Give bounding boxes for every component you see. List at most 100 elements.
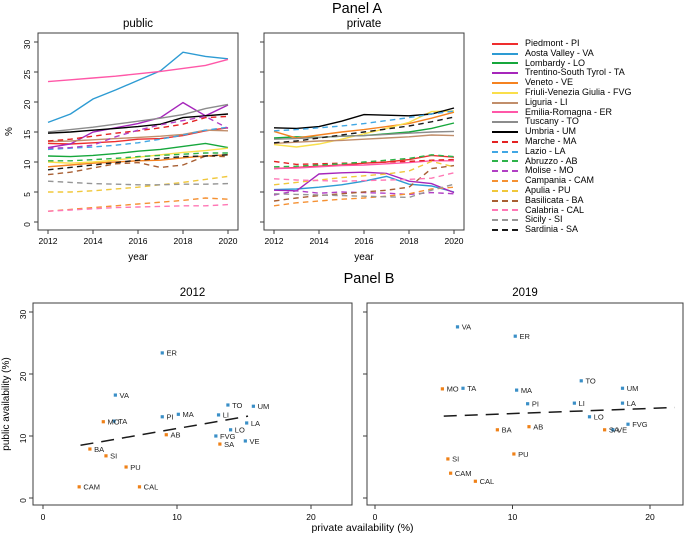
line-series-UM	[273, 107, 455, 130]
legend-label: Marche - MA	[525, 135, 577, 146]
point-label-SA: SA	[609, 426, 619, 435]
line-series-ER	[47, 58, 229, 83]
svg-text:30: 30	[18, 310, 28, 320]
line-series-PU	[273, 160, 455, 186]
svg-text:year: year	[354, 252, 374, 263]
scatter-point-TA	[461, 386, 465, 390]
scatter-point-LA	[620, 401, 625, 405]
scatter-point-CAM	[77, 485, 81, 489]
scatter-point-PI	[526, 402, 530, 406]
legend-entry-TO: Tuscany - TO	[492, 117, 684, 127]
svg-text:0: 0	[18, 498, 28, 503]
legend-line-sample-LA	[492, 150, 518, 153]
svg-text:2020: 2020	[219, 236, 238, 246]
line-series-CAL	[273, 172, 455, 182]
legend-entry-TA: Trentino-South Tyrol - TA	[492, 68, 684, 78]
point-label-BA: BA	[502, 426, 512, 435]
scatter-point-LO	[229, 428, 233, 432]
point-label-CAM: CAM	[455, 469, 472, 478]
line-series-UM	[47, 113, 229, 134]
svg-text:15: 15	[22, 130, 32, 140]
point-label-SI: SI	[110, 452, 117, 461]
point-label-ER: ER	[166, 349, 177, 358]
point-label-MO: MO	[447, 385, 459, 394]
line-series-LI	[47, 129, 229, 143]
point-label-CAM: CAM	[83, 483, 100, 492]
legend-entry-LI: Liguria - LI	[492, 96, 684, 108]
svg-text:10: 10	[172, 512, 182, 522]
scatter-point-ER	[513, 334, 517, 338]
point-label-CAL: CAL	[144, 483, 159, 492]
legend-line-sample-TA	[492, 72, 518, 75]
svg-text:private: private	[347, 18, 382, 30]
legend-entry-CAL: Calabria - CAL	[492, 205, 684, 216]
point-label-UM: UM	[627, 384, 639, 393]
point-label-MA: MA	[521, 386, 532, 395]
legend-line-sample-UM	[492, 131, 518, 134]
point-label-BA: BA	[94, 445, 104, 454]
point-label-FVG: FVG	[220, 432, 236, 441]
legend-label: Friuli-Venezia Giulia - FVG	[525, 86, 632, 97]
svg-text:20: 20	[18, 372, 28, 382]
svg-text:2018: 2018	[174, 236, 193, 246]
legend-entry-FVG: Friuli-Venezia Giulia - FVG	[492, 86, 684, 98]
point-label-LI: LI	[223, 411, 229, 420]
legend-label: Campania - CAM	[525, 175, 595, 186]
legend-line-sample-SI	[492, 219, 518, 222]
point-label-VA: VA	[120, 391, 129, 400]
line-series-VA	[273, 175, 455, 193]
scatter-point-VA	[455, 325, 460, 329]
line-series-LA	[273, 110, 455, 132]
line-series-TO	[273, 130, 455, 140]
legend-line-sample-PI	[492, 42, 518, 45]
scatter-point-SI	[104, 454, 108, 458]
scatter-2019-chart: 0 10 20 2019 PI VA LO TA VE FVG LI ER TO UM MA LA AB MO CA…	[363, 287, 684, 522]
point-label-MO: MO	[108, 418, 120, 427]
svg-text:10: 10	[18, 434, 28, 444]
svg-text:2014: 2014	[310, 236, 329, 246]
svg-text:0: 0	[41, 512, 46, 522]
svg-text:%: %	[4, 127, 15, 136]
scatter-point-FVG	[626, 422, 630, 426]
line-series-SA	[47, 154, 229, 171]
line-series-PI	[47, 127, 229, 145]
private-line-chart: 2012 2014 2016 2018 2020 private year	[260, 18, 465, 263]
line-series-SA	[273, 116, 455, 144]
scatter-point-AB	[164, 433, 168, 437]
point-label-LA: LA	[251, 419, 260, 428]
svg-text:20: 20	[306, 512, 316, 522]
point-label-AB: AB	[170, 431, 180, 440]
scatter-point-LO	[587, 415, 592, 419]
legend-label: Lazio - LA	[525, 145, 566, 156]
svg-text:20: 20	[645, 512, 655, 522]
legend-entry-LA: Lazio - LA	[492, 145, 684, 157]
point-label-LO: LO	[235, 426, 245, 435]
scatter-point-ER	[160, 351, 164, 355]
panel-b-x-axis-label: private availability (%)	[311, 522, 414, 534]
point-label-PI: PI	[166, 413, 173, 422]
trend-line	[443, 406, 675, 417]
legend-entry-LO: Lombardy - LO	[492, 58, 684, 69]
legend-line-sample-MA	[492, 140, 518, 143]
scatter-point-TO	[579, 379, 583, 383]
svg-text:10: 10	[22, 160, 32, 170]
line-series-AB	[273, 154, 455, 168]
legend-label: Molise - MO	[525, 165, 574, 176]
svg-text:10: 10	[508, 512, 518, 522]
legend-label: Apulia - PU	[525, 184, 571, 195]
svg-text:2019: 2019	[512, 287, 538, 299]
line-series-AB	[48, 152, 228, 162]
legend-label: Liguria - LI	[525, 96, 568, 107]
legend-line-sample-AB	[492, 160, 518, 163]
panel-a-title: Panel A	[332, 1, 382, 17]
point-label-PI: PI	[532, 400, 539, 409]
svg-text:30: 30	[22, 40, 32, 50]
legend-entry-UM: Umbria - UM	[492, 126, 684, 137]
scatter-point-CAL	[137, 485, 142, 489]
point-label-LI: LI	[579, 399, 585, 408]
region-legend: Piedmont - PI Aosta Valley - VA Lombardy -…	[492, 38, 684, 235]
scatter-point-UM	[251, 404, 255, 408]
scatter-point-SA	[603, 428, 607, 432]
scatter-point-MO	[101, 420, 105, 424]
point-label-UM: UM	[258, 402, 270, 411]
